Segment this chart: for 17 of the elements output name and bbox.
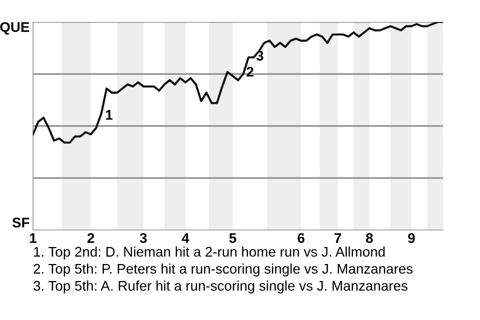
x-tick-label: 1 xyxy=(30,233,36,243)
x-tick-label: 9 xyxy=(408,233,415,243)
annotation: 2 xyxy=(246,66,254,77)
text: SF xyxy=(12,218,30,228)
annotation: 3 xyxy=(256,50,264,61)
x-tick-label: 5 xyxy=(229,233,236,243)
text: 2. Top 5th: P. Peters hit a run-scoring single vs J. Manzanares xyxy=(34,264,413,276)
x-tick-label: 6 xyxy=(298,233,304,243)
text: 3. Top 5th: A. Rufer hit a run-scoring single vs J. Manzanares xyxy=(34,280,408,294)
text: 1. Top 2nd: D. Nieman hit a 2-run home run vs J. Allmond xyxy=(34,246,385,260)
x-tick-label: 7 xyxy=(334,233,342,243)
text: QUE xyxy=(0,22,30,35)
x-tick-label: 2 xyxy=(87,233,94,243)
x-tick-label: 4 xyxy=(182,233,190,243)
x-tick-label: 8 xyxy=(366,233,373,243)
annotation: 1 xyxy=(106,110,112,120)
x-tick-label: 3 xyxy=(140,233,147,243)
